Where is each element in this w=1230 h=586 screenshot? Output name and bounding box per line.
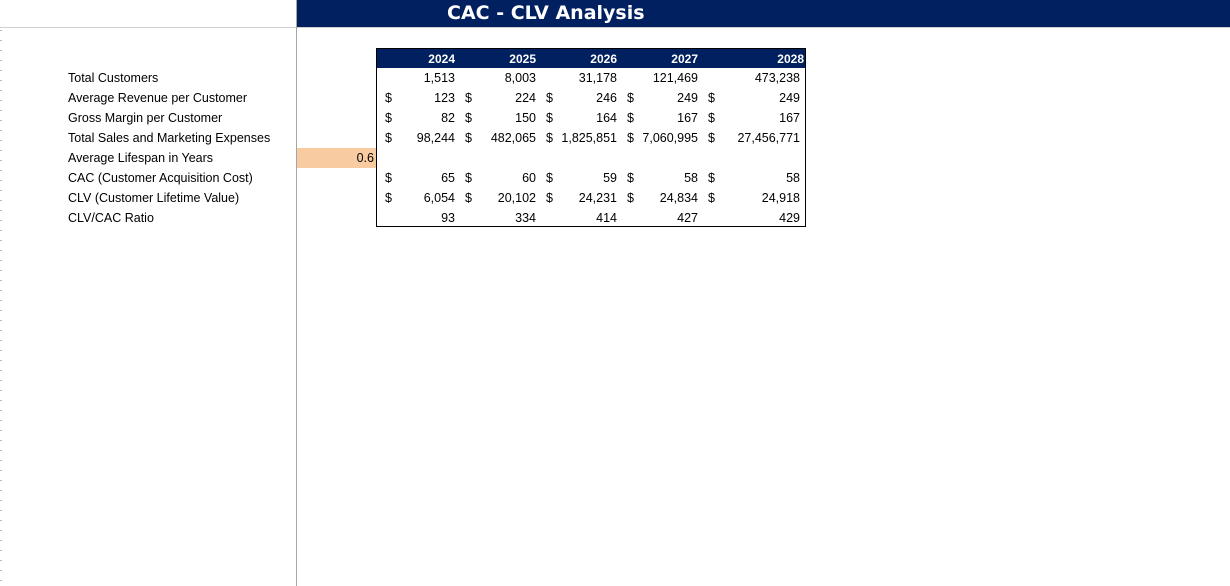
currency-symbol: $ (546, 131, 553, 145)
currency-symbol: $ (627, 91, 634, 105)
cell-clv-cac-ratio-2027[interactable]: 427 (677, 211, 698, 225)
row-label-clv-customer-lifetime-value: CLV (Customer Lifetime Value) (68, 191, 240, 205)
cell-clv-customer-lifetime-value-2028[interactable]: 24,918 (761, 191, 800, 205)
cell-cac-customer-acquisition-cost-2028[interactable]: 58 (786, 171, 800, 185)
cell-total-customers-2025[interactable]: 8,003 (504, 71, 536, 85)
title-underline (0, 27, 1230, 28)
cell-total-sales-and-marketing-expenses-2025[interactable]: 482,065 (490, 131, 536, 145)
sheet-title: CAC - CLV Analysis (447, 2, 645, 24)
currency-symbol: $ (627, 191, 634, 205)
currency-symbol: $ (385, 171, 392, 185)
currency-symbol: $ (465, 91, 472, 105)
year-header-row (377, 49, 805, 68)
cell-total-customers-2026[interactable]: 31,178 (578, 71, 617, 85)
cell-total-customers-2028[interactable]: 473,238 (754, 71, 800, 85)
currency-symbol: $ (708, 91, 715, 105)
cell-clv-customer-lifetime-value-2027[interactable]: 24,834 (659, 191, 698, 205)
data-table-border (376, 48, 806, 227)
cell-gross-margin-per-customer-2028[interactable]: 167 (779, 111, 800, 125)
cell-total-customers-2024[interactable]: 1,513 (423, 71, 455, 85)
cell-clv-customer-lifetime-value-2024[interactable]: 6,054 (423, 191, 455, 205)
row-label-total-sales-and-marketing-expenses: Total Sales and Marketing Expenses (68, 131, 271, 145)
currency-symbol: $ (627, 111, 634, 125)
currency-symbol: $ (385, 191, 392, 205)
currency-symbol: $ (546, 91, 553, 105)
sheet-left-edge (0, 0, 2, 586)
cell-cac-customer-acquisition-cost-2024[interactable]: 65 (441, 171, 455, 185)
currency-symbol: $ (708, 171, 715, 185)
cell-cac-customer-acquisition-cost-2026[interactable]: 59 (603, 171, 617, 185)
currency-symbol: $ (708, 111, 715, 125)
cell-average-revenue-per-customer-2027[interactable]: 249 (677, 91, 698, 105)
cell-clv-cac-ratio-2025[interactable]: 334 (515, 211, 536, 225)
year-header-2026: 2026 (590, 52, 617, 66)
row-label-cac-customer-acquisition-cost: CAC (Customer Acquisition Cost) (68, 171, 253, 185)
cell-gross-margin-per-customer-2027[interactable]: 167 (677, 111, 698, 125)
currency-symbol: $ (546, 111, 553, 125)
currency-symbol: $ (708, 191, 715, 205)
cell-total-sales-and-marketing-expenses-2027[interactable]: 7,060,995 (642, 131, 698, 145)
year-header-2025: 2025 (509, 52, 536, 66)
row-label-clv-cac-ratio: CLV/CAC Ratio (68, 211, 154, 225)
currency-symbol: $ (465, 191, 472, 205)
cell-gross-margin-per-customer-2026[interactable]: 164 (596, 111, 617, 125)
currency-symbol: $ (627, 131, 634, 145)
cell-average-revenue-per-customer-2028[interactable]: 249 (779, 91, 800, 105)
year-header-2027: 2027 (671, 52, 698, 66)
cell-total-sales-and-marketing-expenses-2028[interactable]: 27,456,771 (737, 131, 800, 145)
column-divider (296, 0, 297, 586)
cell-total-customers-2027[interactable]: 121,469 (652, 71, 698, 85)
currency-symbol: $ (465, 171, 472, 185)
row-label-average-revenue-per-customer: Average Revenue per Customer (68, 91, 248, 105)
cell-average-revenue-per-customer-2025[interactable]: 224 (515, 91, 536, 105)
year-header-2024: 2024 (428, 52, 455, 66)
currency-symbol: $ (546, 191, 553, 205)
row-label-average-lifespan-in-years: Average Lifespan in Years (68, 151, 214, 165)
cell-cac-customer-acquisition-cost-2027[interactable]: 58 (684, 171, 698, 185)
cell-clv-customer-lifetime-value-2026[interactable]: 24,231 (578, 191, 617, 205)
cell-average-revenue-per-customer-2024[interactable]: 123 (434, 91, 455, 105)
cell-gross-margin-per-customer-2025[interactable]: 150 (515, 111, 536, 125)
cell-cac-customer-acquisition-cost-2025[interactable]: 60 (522, 171, 536, 185)
cell-clv-cac-ratio-2026[interactable]: 414 (596, 211, 617, 225)
cell-gross-margin-per-customer-2024[interactable]: 82 (441, 111, 455, 125)
row-label-total-customers: Total Customers (68, 71, 159, 85)
currency-symbol: $ (385, 131, 392, 145)
cell-total-sales-and-marketing-expenses-2026[interactable]: 1,825,851 (561, 131, 617, 145)
cell-total-sales-and-marketing-expenses-2024[interactable]: 98,244 (416, 131, 455, 145)
cell-clv-customer-lifetime-value-2025[interactable]: 20,102 (497, 191, 536, 205)
cell-clv-cac-ratio-2024[interactable]: 93 (441, 211, 455, 225)
currency-symbol: $ (627, 171, 634, 185)
cell-clv-cac-ratio-2028[interactable]: 429 (779, 211, 800, 225)
row-label-gross-margin-per-customer: Gross Margin per Customer (68, 111, 223, 125)
currency-symbol: $ (546, 171, 553, 185)
average-lifespan-input-cell[interactable]: 0.6 (297, 148, 376, 168)
currency-symbol: $ (385, 111, 392, 125)
currency-symbol: $ (465, 131, 472, 145)
currency-symbol: $ (465, 111, 472, 125)
currency-symbol: $ (708, 131, 715, 145)
year-header-2028: 2028 (777, 52, 804, 66)
title-left-blank-cell (0, 0, 296, 27)
cell-average-revenue-per-customer-2026[interactable]: 246 (596, 91, 617, 105)
currency-symbol: $ (385, 91, 392, 105)
